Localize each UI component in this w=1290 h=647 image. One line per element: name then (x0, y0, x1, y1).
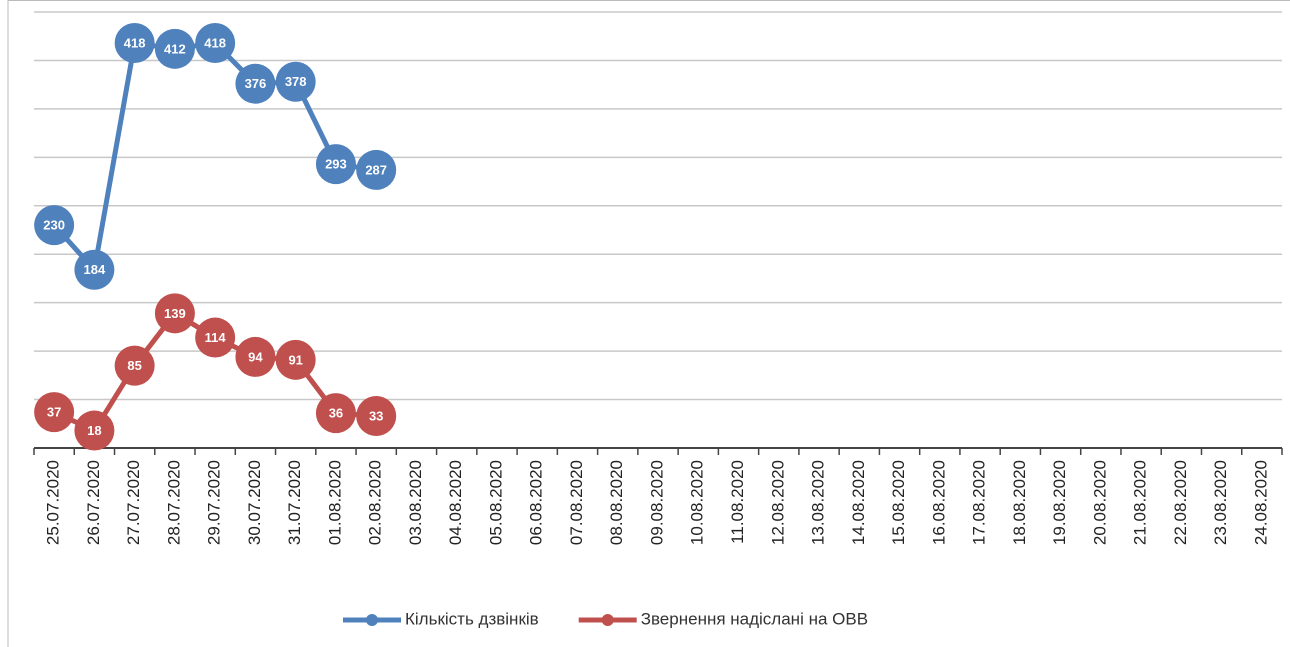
data-point (235, 63, 276, 104)
x-tick-label: 03.08.2020 (406, 460, 425, 545)
data-label: 287 (365, 162, 387, 177)
data-point (34, 205, 75, 246)
data-point (154, 28, 195, 69)
x-tick-label: 06.08.2020 (527, 460, 546, 545)
data-label: 33 (369, 408, 383, 423)
data-label: 114 (205, 330, 227, 345)
data-label: 412 (164, 41, 186, 56)
x-tick-label: 27.07.2020 (124, 460, 143, 545)
x-tick-label: 23.08.2020 (1211, 460, 1230, 545)
x-tick-label: 26.07.2020 (84, 460, 103, 545)
x-tick-label: 18.08.2020 (1010, 460, 1029, 545)
data-label: 230 (43, 218, 65, 233)
x-tick-label: 12.08.2020 (768, 460, 787, 545)
data-point (114, 23, 155, 64)
legend-marker (366, 614, 378, 626)
x-tick-label: 08.08.2020 (607, 460, 626, 545)
data-point (34, 392, 75, 433)
x-tick-label: 25.07.2020 (44, 460, 63, 545)
data-label: 94 (248, 349, 263, 364)
x-tick-label: 15.08.2020 (889, 460, 908, 545)
data-point (195, 317, 236, 358)
x-tick-label: 09.08.2020 (647, 460, 666, 545)
data-label: 91 (288, 352, 302, 367)
data-label: 139 (164, 306, 186, 321)
data-point (154, 293, 195, 334)
x-tick-label: 02.08.2020 (366, 460, 385, 545)
x-tick-label: 05.08.2020 (486, 460, 505, 545)
data-label: 378 (285, 74, 307, 89)
data-point (114, 345, 155, 386)
data-point (195, 23, 236, 64)
x-tick-label: 22.08.2020 (1171, 460, 1190, 545)
data-label: 36 (329, 406, 343, 421)
legend-label: Кількість дзвінків (405, 609, 539, 628)
x-tick-label: 01.08.2020 (325, 460, 344, 545)
x-tick-label: 30.07.2020 (245, 460, 264, 545)
x-tick-label: 16.08.2020 (929, 460, 948, 545)
x-tick-label: 04.08.2020 (446, 460, 465, 545)
data-label: 85 (127, 358, 141, 373)
data-label: 37 (47, 405, 61, 420)
data-label: 293 (325, 157, 347, 172)
data-label: 184 (84, 262, 106, 277)
data-point (74, 410, 115, 451)
data-point (356, 396, 397, 437)
data-label: 418 (124, 35, 146, 50)
data-point (275, 61, 316, 102)
data-point (74, 249, 115, 290)
data-point (315, 144, 356, 185)
x-tick-label: 20.08.2020 (1090, 460, 1109, 545)
data-point (356, 149, 397, 190)
data-label: 418 (204, 35, 226, 50)
x-tick-label: 11.08.2020 (728, 460, 747, 544)
x-tick-label: 29.07.2020 (205, 460, 224, 545)
legend-label: Звернення надіслані на ОВВ (641, 609, 868, 628)
data-label: 18 (87, 423, 101, 438)
data-point (315, 393, 356, 434)
x-tick-label: 31.07.2020 (285, 460, 304, 545)
x-tick-label: 10.08.2020 (688, 460, 707, 545)
x-tick-label: 07.08.2020 (567, 460, 586, 545)
x-tick-label: 28.07.2020 (164, 460, 183, 545)
data-label: 376 (245, 76, 267, 91)
x-tick-label: 17.08.2020 (970, 460, 989, 545)
x-tick-label: 13.08.2020 (809, 460, 828, 545)
x-tick-label: 19.08.2020 (1050, 460, 1069, 545)
data-point (275, 339, 316, 380)
x-tick-label: 24.08.2020 (1251, 460, 1270, 545)
x-tick-label: 21.08.2020 (1131, 460, 1150, 545)
data-point (235, 336, 276, 377)
legend-marker (601, 614, 614, 626)
x-tick-label: 14.08.2020 (849, 460, 868, 545)
